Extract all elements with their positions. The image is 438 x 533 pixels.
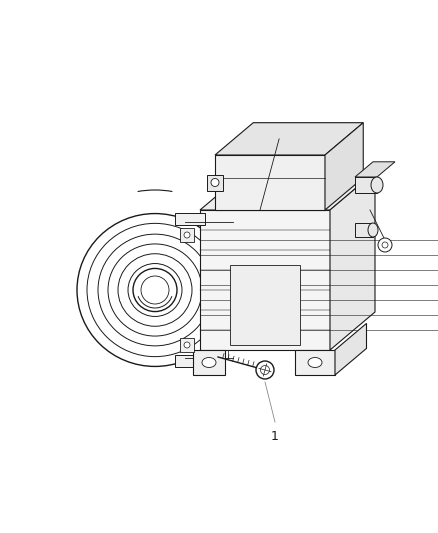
Polygon shape: [335, 324, 367, 375]
Ellipse shape: [202, 358, 216, 367]
Polygon shape: [330, 172, 375, 350]
Polygon shape: [325, 123, 363, 210]
Ellipse shape: [133, 269, 177, 312]
Polygon shape: [215, 123, 363, 155]
Polygon shape: [180, 338, 194, 352]
Polygon shape: [295, 350, 335, 375]
Polygon shape: [193, 350, 225, 375]
Polygon shape: [175, 213, 205, 225]
Polygon shape: [355, 162, 395, 177]
Polygon shape: [200, 172, 375, 210]
Ellipse shape: [211, 179, 219, 187]
Polygon shape: [175, 355, 205, 367]
Ellipse shape: [256, 361, 274, 379]
Ellipse shape: [368, 223, 378, 237]
Text: 1: 1: [271, 430, 279, 443]
Polygon shape: [200, 210, 330, 350]
Ellipse shape: [308, 358, 322, 367]
Polygon shape: [215, 155, 325, 210]
Ellipse shape: [371, 177, 383, 193]
Ellipse shape: [184, 342, 190, 348]
Polygon shape: [180, 228, 194, 242]
Polygon shape: [355, 177, 377, 193]
Ellipse shape: [378, 238, 392, 252]
Polygon shape: [207, 174, 223, 190]
Polygon shape: [230, 265, 300, 345]
Ellipse shape: [184, 232, 190, 238]
Polygon shape: [355, 223, 373, 237]
